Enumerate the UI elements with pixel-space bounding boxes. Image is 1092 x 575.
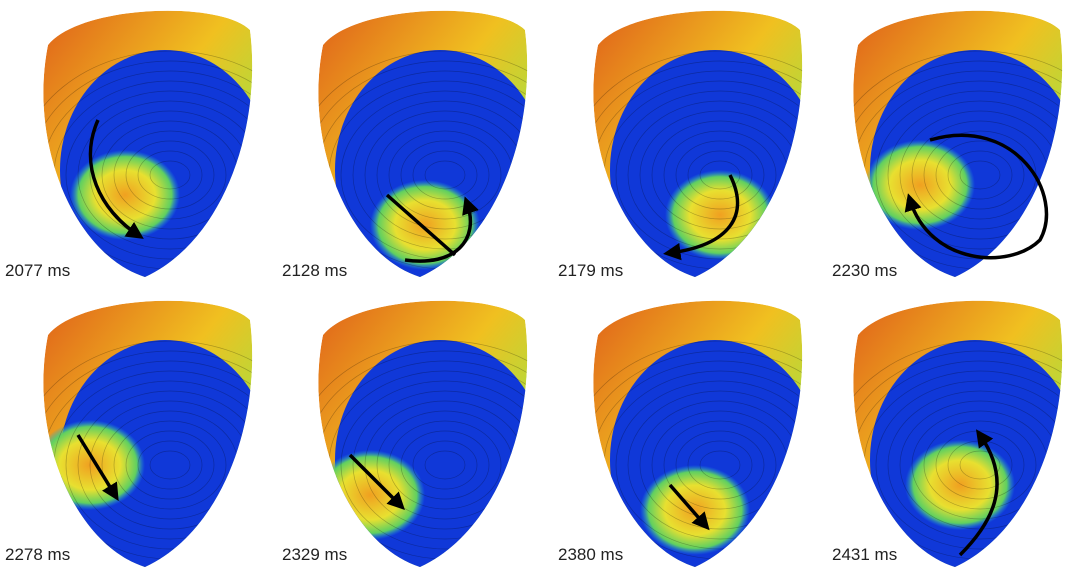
time-label: 2431 ms — [832, 545, 897, 564]
heart-panel — [293, 11, 597, 299]
wave-front — [315, 450, 425, 540]
figure: 2077 ms 2128 ms 2179 ms 2230 ms 2278 ms 2329 … — [0, 0, 1092, 575]
heart-panel — [18, 301, 322, 575]
heart-surface — [18, 11, 322, 299]
wave-front — [865, 140, 975, 230]
wave-front — [665, 170, 775, 260]
time-label: 2179 ms — [558, 261, 623, 280]
wave-front — [640, 465, 750, 555]
time-label: 2230 ms — [832, 261, 897, 280]
heart-surface — [568, 11, 872, 299]
time-label: 2329 ms — [282, 545, 347, 564]
time-label: 2077 ms — [5, 261, 70, 280]
heart-surface — [828, 301, 1092, 575]
heart-surface — [568, 301, 872, 575]
heart-surface — [18, 301, 322, 575]
heart-panel — [18, 11, 322, 299]
heart-panel — [568, 11, 872, 299]
heart-panel — [568, 301, 872, 575]
heart-panel — [828, 301, 1092, 575]
heart-surface — [828, 11, 1092, 299]
heart-surface — [293, 301, 597, 575]
time-label: 2128 ms — [282, 261, 347, 280]
heart-panel — [293, 301, 597, 575]
time-label: 2380 ms — [558, 545, 623, 564]
time-label: 2278 ms — [5, 545, 70, 564]
heart-panel — [828, 11, 1092, 299]
